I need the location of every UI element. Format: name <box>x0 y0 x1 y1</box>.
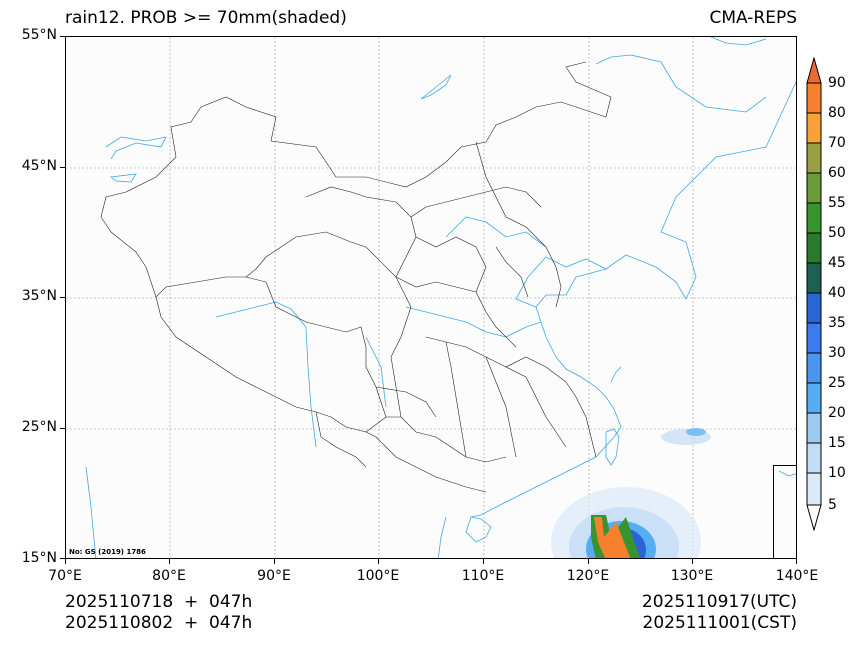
graticule <box>66 37 796 558</box>
x-tick-label: 80°E <box>152 568 186 584</box>
review-number: No: GS (2019) 1786 <box>69 548 146 556</box>
chart-title: rain12. PROB >= 70mm(shaded) <box>65 8 347 28</box>
colorbar-label: 55 <box>828 195 846 211</box>
valid-time-cst: 2025111001(CST) <box>642 613 797 633</box>
init-time-utc: 2025110718 + 047h <box>65 592 253 612</box>
x-tick-mark <box>65 559 66 564</box>
south-china-sea-inset <box>773 465 796 558</box>
colorbar-label: 10 <box>828 465 846 481</box>
valid-time-utc: 2025110917(UTC) <box>641 592 797 612</box>
y-tick-label: 45°N <box>21 158 57 174</box>
y-tick-label: 55°N <box>21 27 57 43</box>
x-tick-label: 140°E <box>775 568 819 584</box>
colorbar-label: 70 <box>828 135 846 151</box>
x-tick-mark <box>378 559 379 564</box>
colorbar-label: 60 <box>828 165 846 181</box>
x-tick-mark <box>796 559 797 564</box>
x-tick-mark <box>588 559 589 564</box>
y-tick-mark <box>60 36 65 37</box>
inset-svg <box>778 470 796 477</box>
x-tick-label: 130°E <box>670 568 714 584</box>
init-time-block: 2025110718 + 047h 2025110802 + 047h <box>65 592 252 634</box>
x-tick-mark <box>692 559 693 564</box>
map-plot-area <box>65 36 797 559</box>
colorbar-label: 5 <box>828 497 837 513</box>
colorbar-label: 35 <box>828 315 846 331</box>
colorbar <box>806 57 822 531</box>
y-tick-label: 25°N <box>21 419 57 435</box>
model-name: CMA-REPS <box>709 8 797 28</box>
colorbar-label: 20 <box>828 405 846 421</box>
y-tick-mark <box>60 558 65 559</box>
x-tick-mark <box>169 559 170 564</box>
y-tick-mark <box>60 167 65 168</box>
init-time-cst: 2025110802 + 047h <box>65 613 253 633</box>
valid-time-block: 2025110917(UTC) 2025111001(CST) <box>642 592 797 634</box>
x-tick-label: 70°E <box>48 568 82 584</box>
colorbar-label: 45 <box>828 255 846 271</box>
colorbar-label: 15 <box>828 435 846 451</box>
x-tick-label: 90°E <box>257 568 291 584</box>
colorbar-label: 30 <box>828 345 846 361</box>
colorbar-label: 50 <box>828 225 846 241</box>
colorbar-label: 80 <box>828 105 846 121</box>
precip-probability-shading <box>551 428 711 558</box>
map-svg <box>66 37 796 558</box>
colorbar-label: 90 <box>828 75 846 91</box>
borders <box>100 61 612 493</box>
y-tick-label: 15°N <box>21 550 57 566</box>
x-tick-mark <box>274 559 275 564</box>
x-tick-label: 110°E <box>461 568 505 584</box>
coastlines <box>85 37 796 558</box>
y-tick-label: 35°N <box>21 288 57 304</box>
x-tick-label: 100°E <box>356 568 400 584</box>
y-tick-mark <box>60 297 65 298</box>
x-tick-label: 120°E <box>566 568 610 584</box>
colorbar-label: 40 <box>828 285 846 301</box>
colorbar-label: 25 <box>828 375 846 391</box>
x-tick-mark <box>483 559 484 564</box>
y-tick-mark <box>60 428 65 429</box>
